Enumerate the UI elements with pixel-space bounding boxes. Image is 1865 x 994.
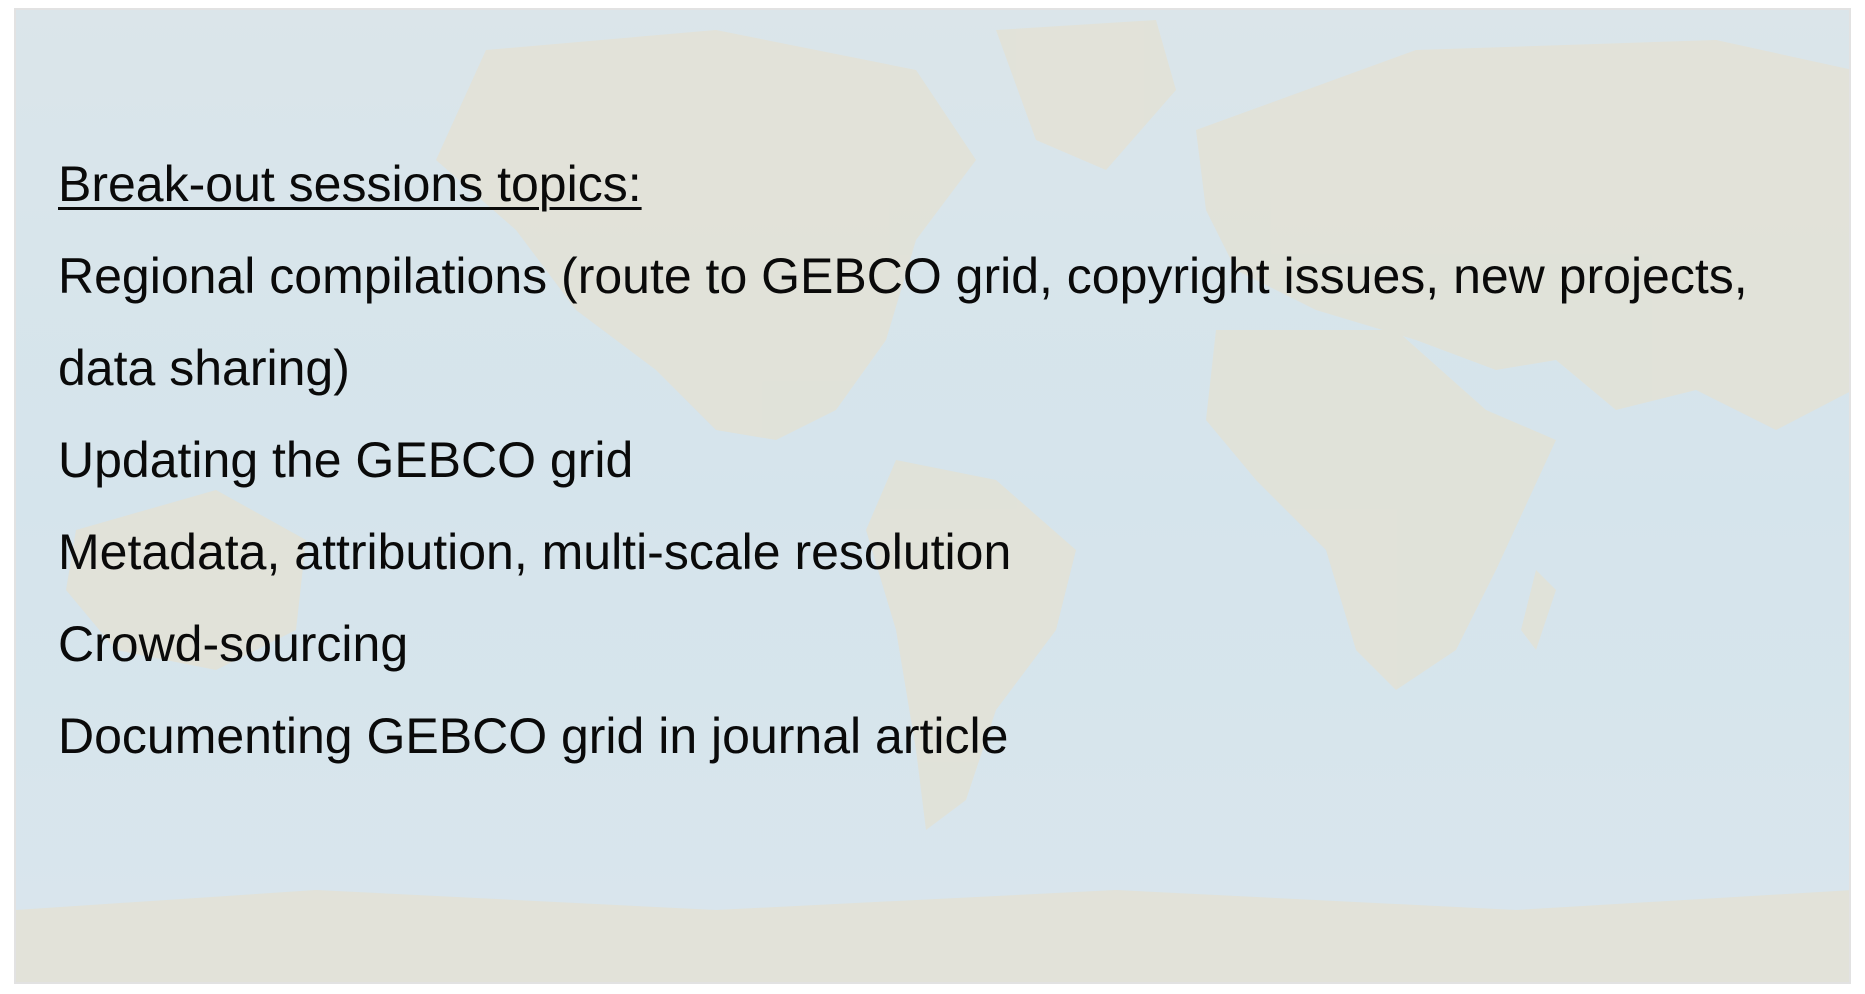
- slide-heading: Break-out sessions topics:: [58, 138, 1778, 230]
- topic-item: Crowd-sourcing: [58, 598, 1778, 690]
- page: {"slide": {"heading": "Break-out session…: [0, 0, 1865, 994]
- slide-content: Break-out sessions topics: Regional comp…: [58, 138, 1778, 782]
- topic-item: Regional compilations (route to GEBCO gr…: [58, 230, 1778, 414]
- slide: Break-out sessions topics: Regional comp…: [14, 8, 1851, 984]
- topic-item: Updating the GEBCO grid: [58, 414, 1778, 506]
- topic-item: Metadata, attribution, multi-scale resol…: [58, 506, 1778, 598]
- topic-item: Documenting GEBCO grid in journal articl…: [58, 690, 1778, 782]
- topic-list: Regional compilations (route to GEBCO gr…: [58, 230, 1778, 782]
